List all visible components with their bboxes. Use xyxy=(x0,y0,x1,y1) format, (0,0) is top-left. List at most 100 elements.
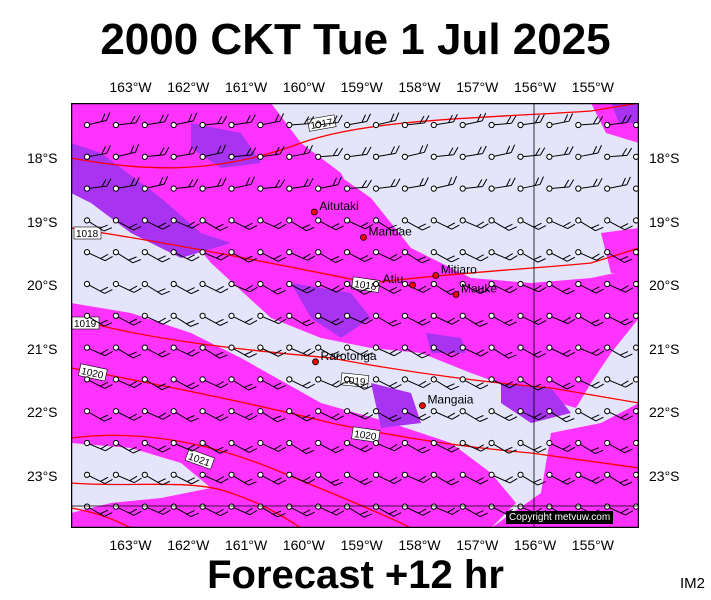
lat-label-left: 20°S xyxy=(27,277,58,293)
wind-barb xyxy=(517,147,546,160)
wind-barb xyxy=(604,176,631,192)
wind-barb xyxy=(141,217,171,230)
wind-barb xyxy=(517,217,547,230)
wind-barb xyxy=(488,471,518,484)
wind-barb xyxy=(112,471,142,484)
wind-barb xyxy=(488,439,517,454)
wind-barb xyxy=(344,408,374,420)
wind-barb xyxy=(517,408,547,421)
wind-barb xyxy=(257,503,286,518)
wind-barb xyxy=(372,312,402,327)
wind-barb xyxy=(517,249,546,263)
wind-barb xyxy=(372,376,402,389)
wind-barb xyxy=(228,439,258,453)
wind-barb xyxy=(604,114,632,129)
wind-barb xyxy=(517,376,546,391)
wind-barb xyxy=(488,376,518,389)
wind-barb xyxy=(315,249,344,263)
wind-barb xyxy=(286,503,315,517)
wind-barb xyxy=(604,249,633,263)
wind-barb xyxy=(141,280,170,296)
wind-barb xyxy=(199,144,227,160)
wind-barb xyxy=(575,177,603,192)
wind-barb xyxy=(372,408,402,422)
wind-barb xyxy=(459,439,489,452)
wind-barb xyxy=(112,408,142,421)
wind-barb xyxy=(170,408,199,422)
wind-barb xyxy=(315,439,344,454)
wind-barb xyxy=(286,376,316,389)
lon-label-bottom: 156°W xyxy=(514,537,557,553)
wind-barb xyxy=(372,112,400,129)
wind-barb xyxy=(170,249,200,262)
wind-barb xyxy=(315,408,344,421)
wind-barb xyxy=(257,249,287,262)
wind-barb xyxy=(286,249,316,261)
wind-barb xyxy=(344,113,371,129)
wind-barb xyxy=(257,280,286,295)
wind-barb xyxy=(459,178,488,192)
lat-label-left: 23°S xyxy=(27,467,58,484)
lat-label-left: 21°S xyxy=(27,340,58,357)
wind-barb xyxy=(228,147,257,160)
wind-barb xyxy=(199,344,228,359)
wind-barb xyxy=(228,312,258,326)
wind-barb xyxy=(517,439,547,453)
wind-barb xyxy=(141,312,171,325)
wind-barb xyxy=(546,179,575,192)
wind-barb xyxy=(228,471,257,486)
wind-barb xyxy=(430,249,460,263)
wind-barb xyxy=(141,146,170,160)
wind-barb xyxy=(430,217,460,230)
wind-barb xyxy=(83,408,113,422)
wind-barb xyxy=(315,344,344,359)
wind-barb xyxy=(344,344,373,358)
wind-barb xyxy=(372,439,403,452)
wind-barb xyxy=(199,439,228,454)
lon-label-bottom: 163°W xyxy=(109,537,152,553)
wind-barb xyxy=(286,280,315,294)
wind-barb xyxy=(575,312,604,327)
wind-barb xyxy=(517,114,545,129)
wind-barb xyxy=(604,471,633,486)
wind-barb xyxy=(372,249,402,262)
wind-barb xyxy=(575,217,604,232)
wind-barb xyxy=(401,177,429,192)
lat-label-right: 23°S xyxy=(649,467,680,484)
svg-text:Rarotonga: Rarotonga xyxy=(321,349,377,363)
wind-barb xyxy=(112,280,142,293)
wind-barb xyxy=(575,471,605,484)
wind-barb xyxy=(112,217,142,231)
wind-barb xyxy=(459,471,489,485)
wind-barb xyxy=(112,144,140,160)
wind-barb xyxy=(604,312,633,326)
wind-barb xyxy=(228,503,258,516)
wind-barb xyxy=(517,280,547,293)
wind-barb xyxy=(459,312,488,327)
wind-barb xyxy=(488,344,517,359)
lat-label-right: 22°S xyxy=(649,404,680,420)
wind-barb xyxy=(141,503,171,515)
isobar-label-1018-east: 1018 xyxy=(351,276,381,293)
wind-barb xyxy=(112,503,142,516)
wind-barb xyxy=(401,144,429,160)
wind-barb xyxy=(488,217,517,231)
lon-label-bottom: 162°W xyxy=(167,537,210,553)
wind-barb xyxy=(83,503,113,517)
wind-barb xyxy=(372,503,402,517)
wind-barb xyxy=(141,376,171,391)
wind-barb xyxy=(286,344,316,356)
wind-barb xyxy=(257,376,286,390)
svg-text:Mauke: Mauke xyxy=(461,282,497,296)
wind-barb xyxy=(604,147,633,160)
svg-text:1018: 1018 xyxy=(76,229,99,240)
isobar-label-1020-east: 1020 xyxy=(351,426,381,443)
svg-text:Aitutaki: Aitutaki xyxy=(319,199,358,213)
svg-text:Atiu: Atiu xyxy=(383,272,404,286)
lat-label-left: 19°S xyxy=(27,213,58,230)
wind-barb xyxy=(546,376,575,390)
wind-barb xyxy=(257,217,287,229)
wind-barb xyxy=(170,217,200,229)
wind-barb xyxy=(372,471,402,485)
wind-barb xyxy=(83,112,111,129)
